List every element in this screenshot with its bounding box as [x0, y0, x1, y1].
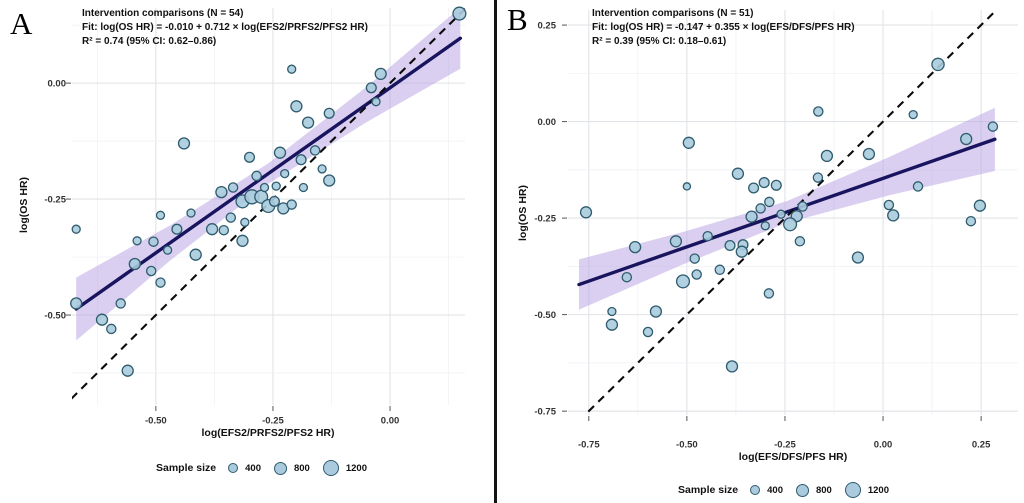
svg-text:-0.50: -0.50: [44, 311, 66, 322]
legend-item-1200: 1200: [322, 460, 367, 476]
x-axis-title-a: log(EFS2/PRFS2/PFS2 HR): [201, 427, 335, 439]
svg-text:0.00: 0.00: [538, 117, 557, 128]
legend-item-800: 800: [273, 461, 310, 475]
size-dot-1200-icon: [322, 460, 339, 476]
svg-text:-0.50: -0.50: [676, 440, 698, 451]
svg-text:0.00: 0.00: [874, 440, 893, 451]
legend-title: Sample size: [678, 484, 739, 496]
svg-text:-0.50: -0.50: [534, 310, 556, 321]
legend-item-400: 400: [228, 463, 261, 474]
legend-title: Sample size: [156, 462, 217, 474]
scatterplot-panel-b: -0.75 -0.50 -0.25 0.00 0.25 0.25 0.00 -0.25 -0.5…: [534, 10, 1018, 451]
annotation-r2-line: R² = 0.74 (95% CI: 0.62–0.86): [82, 36, 217, 47]
svg-text:-0.75: -0.75: [534, 407, 556, 418]
legend-item-400: 400: [750, 485, 783, 496]
svg-text:-0.50: -0.50: [145, 416, 167, 427]
annotation-fit-line: Fit: log(OS HR) = -0.010 + 0.712 × log(E…: [82, 22, 368, 33]
annotation-n-line: Intervention comparisons (N = 54): [82, 8, 244, 19]
size-dot-800-icon: [795, 483, 809, 497]
sample-size-legend-b: Sample size 400 800 1200: [678, 482, 902, 498]
annotation-n-line: Intervention comparisons (N = 51): [592, 8, 754, 19]
svg-text:-0.25: -0.25: [534, 214, 556, 225]
scatterplot-panel-a: -0.50 -0.25 0.00 0.00 -0.25 -0.50: [44, 6, 467, 427]
legend-item-1200: 1200: [844, 482, 889, 498]
svg-text:0.00: 0.00: [381, 416, 400, 427]
y-axis-title-b: log(OS HR): [517, 185, 529, 241]
svg-text:0.25: 0.25: [972, 440, 991, 451]
svg-text:-0.25: -0.25: [262, 416, 284, 427]
x-axis-title-b: log(EFS/DFS/PFS HR): [738, 451, 848, 463]
size-dot-400-icon: [228, 463, 239, 473]
sample-size-legend-a: Sample size 400 800 1200: [156, 460, 380, 476]
size-dot-800-icon: [273, 461, 287, 475]
panel-divider: [494, 0, 497, 503]
panel-label-b: B: [507, 2, 528, 37]
size-dot-1200-icon: [844, 482, 861, 498]
svg-text:-0.25: -0.25: [774, 440, 796, 451]
svg-text:-0.75: -0.75: [578, 440, 600, 451]
annotation-panel-a: Intervention comparisons (N = 54) Fit: l…: [82, 7, 368, 49]
y-axis-title-a: log(OS HR): [18, 177, 30, 233]
annotation-panel-b: Intervention comparisons (N = 51) Fit: l…: [592, 7, 855, 49]
svg-text:0.25: 0.25: [538, 21, 557, 32]
svg-text:-0.25: -0.25: [44, 195, 66, 206]
annotation-r2-line: R² = 0.39 (95% CI: 0.18–0.61): [592, 36, 727, 47]
svg-text:0.00: 0.00: [48, 79, 67, 90]
legend-item-800: 800: [795, 483, 832, 497]
size-dot-400-icon: [750, 485, 761, 495]
panel-label-a: A: [10, 6, 33, 41]
annotation-fit-line: Fit: log(OS HR) = -0.147 + 0.355 × log(E…: [592, 22, 855, 33]
